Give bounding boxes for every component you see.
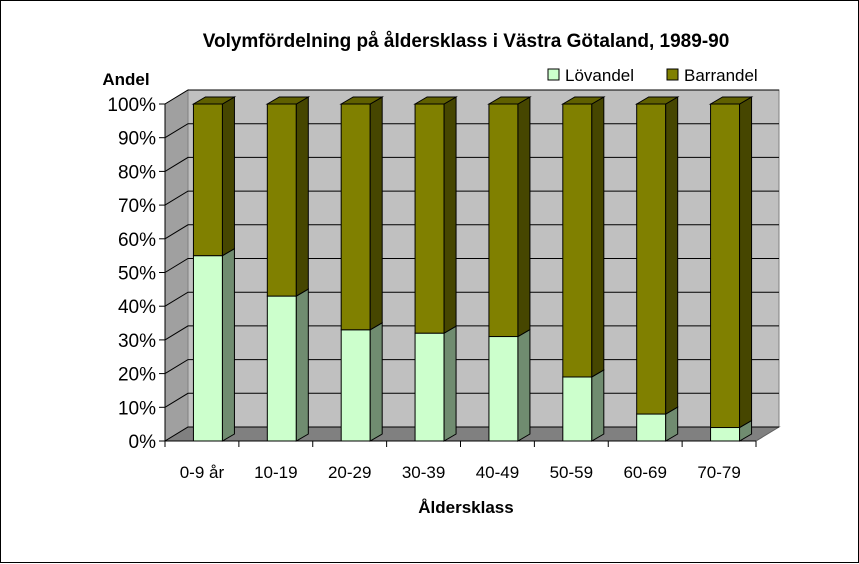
bar-side [369, 321, 383, 442]
bar-segment-barrandel [191, 96, 237, 257]
bar-front [414, 332, 445, 442]
legend-label: Barrandel [684, 66, 758, 85]
x-tick-label: 70-79 [697, 463, 740, 482]
bar-front [488, 103, 519, 338]
bar-front [266, 295, 297, 442]
x-tick-label: 30-39 [402, 463, 445, 482]
x-tick-label: 0-9 år [180, 463, 225, 482]
bar-segment-lovandel [414, 325, 457, 442]
x-tick-label: 10-19 [254, 463, 297, 482]
bar-side [221, 247, 235, 442]
bar-front [710, 427, 741, 442]
bar-top [560, 96, 606, 105]
x-tick-label: 40-49 [476, 463, 519, 482]
y-tick-label: 50% [118, 264, 156, 285]
bar-segment-lovandel [340, 321, 383, 442]
legend-label: Lövandel [565, 66, 634, 85]
bar-front [340, 103, 371, 331]
bar-front [488, 336, 519, 442]
y-tick-label: 20% [118, 365, 156, 386]
bar-segment-barrandel [634, 96, 680, 415]
bar-front [562, 376, 593, 442]
y-tick-label: 30% [118, 331, 156, 352]
bar-front [192, 255, 223, 442]
bar-top [487, 96, 532, 105]
y-tick-label: 70% [118, 196, 156, 217]
legend-swatch [547, 68, 560, 81]
bar-segment-lovandel [266, 288, 309, 442]
bar-segment-barrandel [413, 96, 458, 335]
bar-side [295, 288, 309, 442]
legend-item-lovandel: Lövandel [547, 66, 634, 85]
x-tick-label: 50-59 [550, 463, 593, 482]
bar-front [414, 103, 445, 334]
bar-side [221, 96, 235, 257]
bar-segment-lovandel [488, 328, 531, 442]
bar-segment-barrandel [560, 96, 606, 378]
y-tick-label: 90% [118, 129, 156, 150]
bar-segment-barrandel [339, 96, 385, 331]
bar-top [413, 96, 458, 105]
bar-segment-lovandel [710, 419, 753, 442]
chart-title: Volymfördelning på åldersklass i Västra … [203, 31, 730, 52]
bar-front [192, 103, 223, 257]
bar-segment-lovandel [562, 369, 605, 442]
bar-top [634, 96, 680, 105]
bar-top [708, 96, 754, 105]
y-tick-label: 0% [129, 432, 157, 453]
x-axis-title: Åldersklass [418, 498, 513, 517]
bar-top [191, 96, 237, 105]
bar-front [340, 329, 371, 442]
bar-side [665, 96, 679, 415]
floor [163, 426, 781, 442]
bar-segment-barrandel [265, 96, 311, 297]
bar-segment-barrandel [487, 96, 532, 338]
x-tick-label: 20-29 [328, 463, 371, 482]
y-tick-label: 100% [107, 95, 156, 116]
bar-side [369, 96, 383, 331]
bar-segment-lovandel [192, 247, 235, 442]
bar-segment-lovandel [636, 406, 679, 442]
bar-side [443, 325, 457, 442]
legend-item-barrandel: Barrandel [666, 66, 758, 85]
bar-front [710, 103, 741, 429]
y-tick-label: 10% [118, 398, 156, 419]
y-tick-label: 80% [118, 162, 156, 183]
bar-segment-barrandel [708, 96, 754, 429]
bar-side [591, 96, 605, 378]
bar-side [517, 328, 531, 442]
gridline [164, 89, 779, 105]
bar-side [295, 96, 309, 297]
bar-side [443, 96, 457, 335]
legend: Lövandel Barrandel [547, 66, 758, 85]
bar-side [591, 369, 605, 442]
legend-swatch [666, 68, 679, 81]
bar-front [266, 103, 297, 297]
bar-front [562, 103, 593, 378]
y-tick-label: 60% [118, 230, 156, 251]
bar-front [636, 413, 667, 442]
x-tick-label: 60-69 [623, 463, 666, 482]
bar-side [517, 96, 531, 338]
bar-top [339, 96, 385, 105]
y-axis-title: Andel [102, 70, 149, 89]
y-tick-label: 40% [118, 297, 156, 318]
bar-top [265, 96, 311, 105]
bar-front [636, 103, 667, 415]
plot-area: 0% 10% 20% 30% 40% 50% 60% 70% 80% 90% 100% 0-9 år 1… [107, 89, 781, 482]
bar-side [739, 96, 753, 429]
